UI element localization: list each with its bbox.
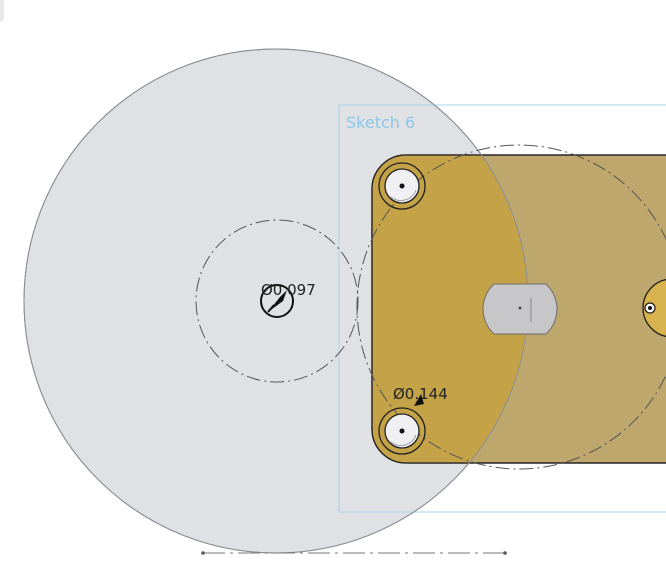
compass-icon[interactable] [260,284,294,318]
dimension-inner-diameter[interactable]: Ø0.097 [261,281,316,299]
dimension-hole-diameter-label[interactable]: Ø0.144 [393,385,448,403]
sketch-label[interactable]: Sketch 6 [346,113,415,132]
bottom-centerline [201,551,507,555]
d-shaft-cutout[interactable] [482,283,558,335]
construction-circle-large[interactable] [356,144,666,470]
mounting-hole-bottom[interactable] [378,407,426,455]
dimension-arrowhead [414,394,424,406]
construction-circle-small[interactable] [195,219,359,383]
mounting-hole-top[interactable] [378,162,426,210]
panel-edge-tab[interactable] [0,0,4,22]
dimension-hole-diameter[interactable]: Ø0.144 [393,385,448,406]
right-boss[interactable] [642,278,666,338]
part-outline [371,154,666,464]
sketch-frame [338,104,666,513]
